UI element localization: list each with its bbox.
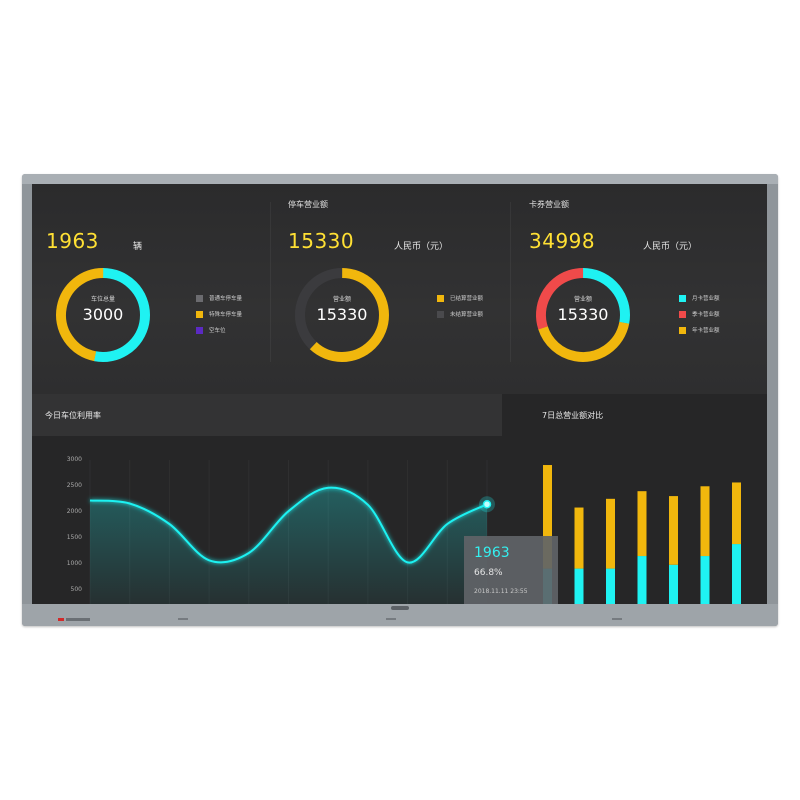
legend-item: 特殊车停车量 — [196, 306, 242, 322]
bar-chart-7day-revenue[interactable] — [522, 434, 767, 604]
kpi-parked-count: 1963 — [46, 229, 99, 253]
bar-segment[interactable] — [669, 496, 678, 565]
bar-segment[interactable] — [543, 465, 552, 569]
bezel-mark — [178, 618, 188, 620]
bar-segment[interactable] — [700, 486, 710, 557]
bar-segment[interactable] — [732, 482, 741, 545]
line-chart-utilization[interactable] — [32, 434, 512, 604]
donut-chart-card-revenue — [531, 263, 635, 367]
y-tick-label: 1500 — [66, 534, 82, 541]
series-line[interactable] — [89, 486, 488, 564]
summary-band — [32, 184, 767, 394]
legend: 已结算营业额 未结算营业额 — [437, 290, 483, 322]
bar-segment[interactable] — [606, 568, 615, 604]
legend-swatch — [437, 310, 444, 318]
legend-label: 空车位 — [209, 328, 226, 334]
line-chart-title: 今日车位利用率 — [45, 411, 101, 420]
kpi-unit: 人民币（元） — [394, 242, 449, 252]
bezel-mark — [612, 618, 622, 620]
legend-item: 已结算营业额 — [437, 290, 483, 306]
y-tick-label: 3000 — [66, 456, 82, 463]
legend-swatch — [196, 326, 203, 334]
panel-title-card-revenue: 卡券营业额 — [529, 200, 569, 209]
donut-segment[interactable] — [531, 263, 635, 367]
y-tick-label: 1000 — [66, 560, 82, 567]
legend: 普通车停车量 特殊车停车量 空车位 — [196, 290, 242, 338]
legend-swatch — [437, 294, 444, 302]
y-tick-label: 2500 — [66, 482, 82, 489]
tooltip-time: 2018.11.11 23:55 — [474, 588, 528, 595]
legend-swatch — [196, 310, 203, 318]
tooltip-percent: 66.8% — [474, 568, 503, 578]
panel-divider — [510, 202, 511, 362]
legend-label: 年卡营业额 — [692, 328, 720, 334]
kpi-unit: 辆 — [133, 242, 143, 252]
active-data-point[interactable] — [482, 499, 492, 509]
legend-swatch — [679, 310, 686, 318]
panel-divider — [270, 202, 271, 362]
legend-label: 已结算营业额 — [450, 296, 484, 302]
monitor-top-edge — [22, 174, 778, 184]
donut-center: 营业额 15330 — [543, 294, 623, 324]
legend-swatch — [196, 294, 203, 302]
legend-item: 未结算营业额 — [437, 306, 483, 322]
donut-center-label: 营业额 — [573, 296, 592, 303]
donut-segment[interactable] — [294, 263, 390, 367]
legend-item: 月卡营业额 — [679, 290, 720, 306]
donut-center: 车位总量 3000 — [63, 294, 143, 324]
donut-chart-parking-revenue — [294, 263, 390, 367]
donut-center-value: 3000 — [82, 305, 124, 324]
legend-item: 季卡营业额 — [679, 306, 720, 322]
dashboard-screen: 1963 辆 车位总量 3000 普通车停车量 特殊车停车量 空车位 停车营业额… — [32, 184, 767, 604]
donut-center-label: 车位总量 — [90, 296, 115, 303]
monitor-bottom-bezel — [22, 604, 778, 626]
legend-item: 年卡营业额 — [679, 322, 720, 338]
bar-segment[interactable] — [732, 544, 741, 604]
bar-segment[interactable] — [700, 556, 710, 604]
legend: 月卡营业额 季卡营业额 年卡营业额 — [679, 290, 720, 338]
bar-segment[interactable] — [606, 498, 615, 569]
legend-item: 空车位 — [196, 322, 242, 338]
line-chart-header — [32, 394, 502, 436]
donut-center: 营业额 15330 — [302, 294, 382, 324]
bar-segment[interactable] — [574, 507, 584, 569]
brand-logo — [391, 606, 409, 610]
legend-label: 月卡营业额 — [692, 296, 720, 302]
bar-segment[interactable] — [637, 491, 647, 557]
donut-center-value: 15330 — [316, 305, 368, 324]
legend-label: 季卡营业额 — [692, 312, 720, 318]
tooltip-value: 1963 — [474, 545, 510, 561]
front-buttons[interactable] — [66, 618, 90, 621]
bar-chart-title: 7日总营业额对比 — [542, 411, 604, 420]
kpi-unit: 人民币（元） — [643, 242, 698, 252]
kpi-card-revenue: 34998 — [529, 229, 596, 253]
legend-label: 特殊车停车量 — [209, 312, 243, 318]
power-led-icon — [58, 618, 64, 621]
donut-center-label: 营业额 — [332, 296, 351, 303]
bezel-mark — [386, 618, 396, 620]
area-fill — [90, 487, 487, 604]
legend-label: 普通车停车量 — [209, 296, 243, 302]
legend-swatch — [679, 326, 686, 334]
legend-item: 普通车停车量 — [196, 290, 242, 306]
chart-tooltip: 1963 66.8% 2018.11.11 23:55 — [464, 536, 558, 604]
donut-segment[interactable] — [534, 266, 632, 364]
donut-segment[interactable] — [55, 266, 151, 364]
y-tick-label: 2000 — [66, 508, 82, 515]
bar-segment[interactable] — [669, 564, 678, 604]
legend-swatch — [679, 294, 686, 302]
donut-chart-parking — [55, 266, 151, 364]
legend-label: 未结算营业额 — [450, 312, 484, 318]
bar-segment[interactable] — [574, 568, 584, 604]
bar-segment[interactable] — [637, 556, 647, 604]
panel-title-parking-revenue: 停车营业额 — [288, 200, 328, 209]
donut-center-value: 15330 — [557, 305, 609, 324]
kpi-parking-revenue: 15330 — [288, 229, 355, 253]
y-tick-label: 500 — [70, 586, 82, 593]
